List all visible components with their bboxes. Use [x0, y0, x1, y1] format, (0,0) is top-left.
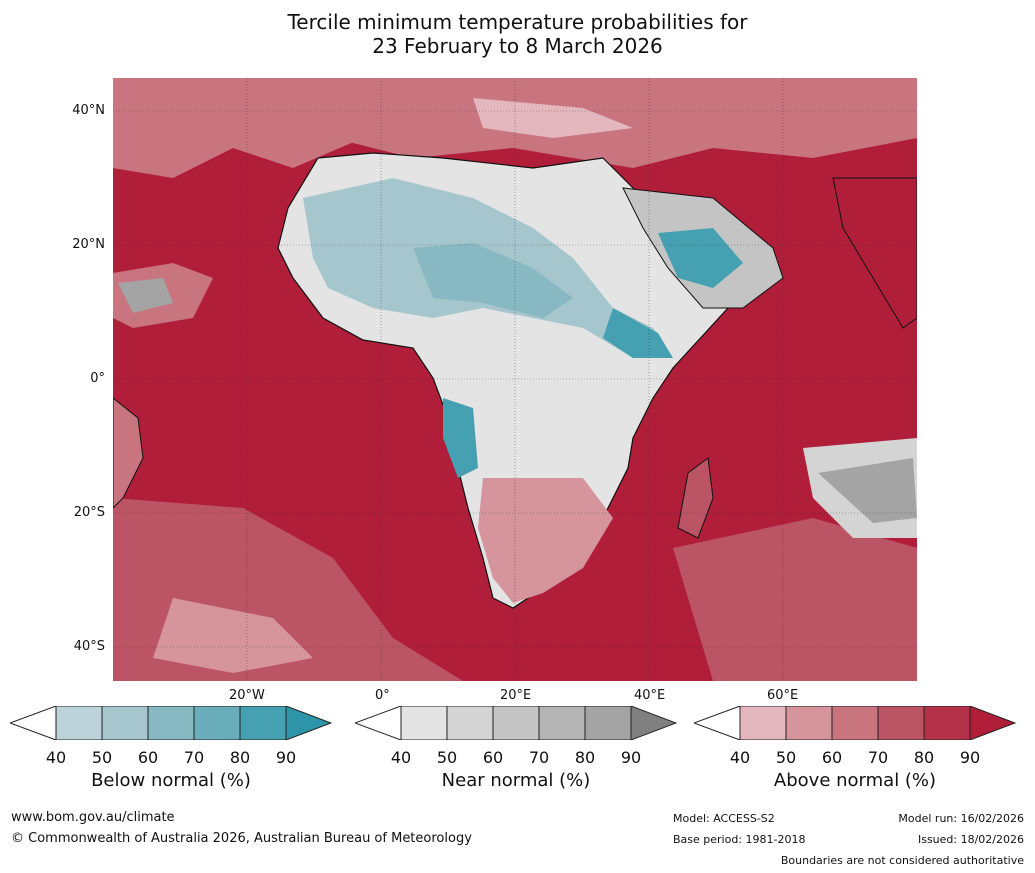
- tick: 80: [229, 748, 251, 767]
- tick: 40: [390, 748, 412, 767]
- tick: 50: [91, 748, 113, 767]
- tick: 60: [482, 748, 504, 767]
- lat-label-eq: 0°: [90, 371, 105, 386]
- footer-base-period: Base period: 1981-2018: [673, 833, 806, 846]
- lat-label-20s: 20°S: [73, 505, 105, 520]
- colorbar-near-label: Near normal (%): [441, 770, 591, 791]
- southern-africa-above: [478, 478, 613, 603]
- footer-url[interactable]: www.bom.gov.au/climate: [11, 810, 175, 825]
- lat-label-20n: 20°N: [72, 237, 105, 252]
- colorbar-above-svg: [692, 705, 1017, 741]
- ethiopia-below: [603, 308, 673, 358]
- lon-label-60e: 60°E: [767, 688, 799, 703]
- lat-label-40n: 40°N: [72, 103, 105, 118]
- footer-model: Model: ACCESS-S2: [673, 812, 775, 825]
- tick: 70: [867, 748, 889, 767]
- india-landmass: [832, 177, 917, 329]
- lat-label-40s: 40°S: [73, 639, 105, 654]
- lon-label-20w: 20°W: [229, 688, 265, 703]
- colorbar-near-svg: [353, 705, 678, 741]
- tick: 40: [729, 748, 751, 767]
- footer-issued: Issued: 18/02/2026: [917, 833, 1024, 846]
- lon-label-0: 0°: [375, 688, 390, 703]
- tick: 90: [620, 748, 642, 767]
- colorbar-above-label: Above normal (%): [773, 770, 937, 791]
- south-atlantic-light: [153, 598, 313, 673]
- map-canvas: [113, 78, 917, 681]
- colorbar-above: 40 50 60 70 80 90 Above normal (%): [692, 705, 1017, 791]
- colorbar-below: 40 50 60 70 80 90 Below normal (%): [8, 705, 333, 791]
- tick: 90: [959, 748, 981, 767]
- colorbar-below-svg: [8, 705, 333, 741]
- tick: 60: [137, 748, 159, 767]
- lon-label-40e: 40°E: [634, 688, 666, 703]
- colorbar-near: 40 50 60 70 80 90 Near normal (%): [353, 705, 678, 791]
- colorbar-below-label: Below normal (%): [91, 770, 251, 791]
- tick: 70: [528, 748, 550, 767]
- indian-south-patch: [673, 518, 917, 681]
- sahel-below-core: [413, 243, 573, 318]
- central-africa-near: [533, 408, 613, 473]
- europe-light: [473, 98, 633, 138]
- lon-label-20e: 20°E: [500, 688, 532, 703]
- title-line-2: 23 February to 8 March 2026: [372, 34, 663, 58]
- tick: 50: [436, 748, 458, 767]
- angola-below: [443, 398, 478, 478]
- title-line-1: Tercile minimum temperature probabilitie…: [287, 10, 748, 34]
- graticule: [113, 78, 917, 681]
- tick: 50: [775, 748, 797, 767]
- footer-boundaries: Boundaries are not considered authoritat…: [780, 854, 1024, 867]
- tick: 70: [183, 748, 205, 767]
- tick: 80: [913, 748, 935, 767]
- footer-model-run: Model run: 16/02/2026: [898, 812, 1024, 825]
- madagascar: [677, 457, 714, 539]
- footer-copyright: © Commonwealth of Australia 2026, Austra…: [11, 831, 472, 846]
- tick: 80: [574, 748, 596, 767]
- atlantic-gray: [118, 278, 173, 313]
- tick: 40: [45, 748, 67, 767]
- probability-map: [113, 78, 917, 681]
- arabia-below-core: [658, 228, 743, 288]
- map-title: Tercile minimum temperature probabilitie…: [0, 10, 1035, 58]
- indian-near-dark: [818, 458, 917, 523]
- south-america-edge: [113, 397, 144, 509]
- north-atlantic-patch: [113, 78, 373, 178]
- tick: 90: [275, 748, 297, 767]
- tick: 60: [821, 748, 843, 767]
